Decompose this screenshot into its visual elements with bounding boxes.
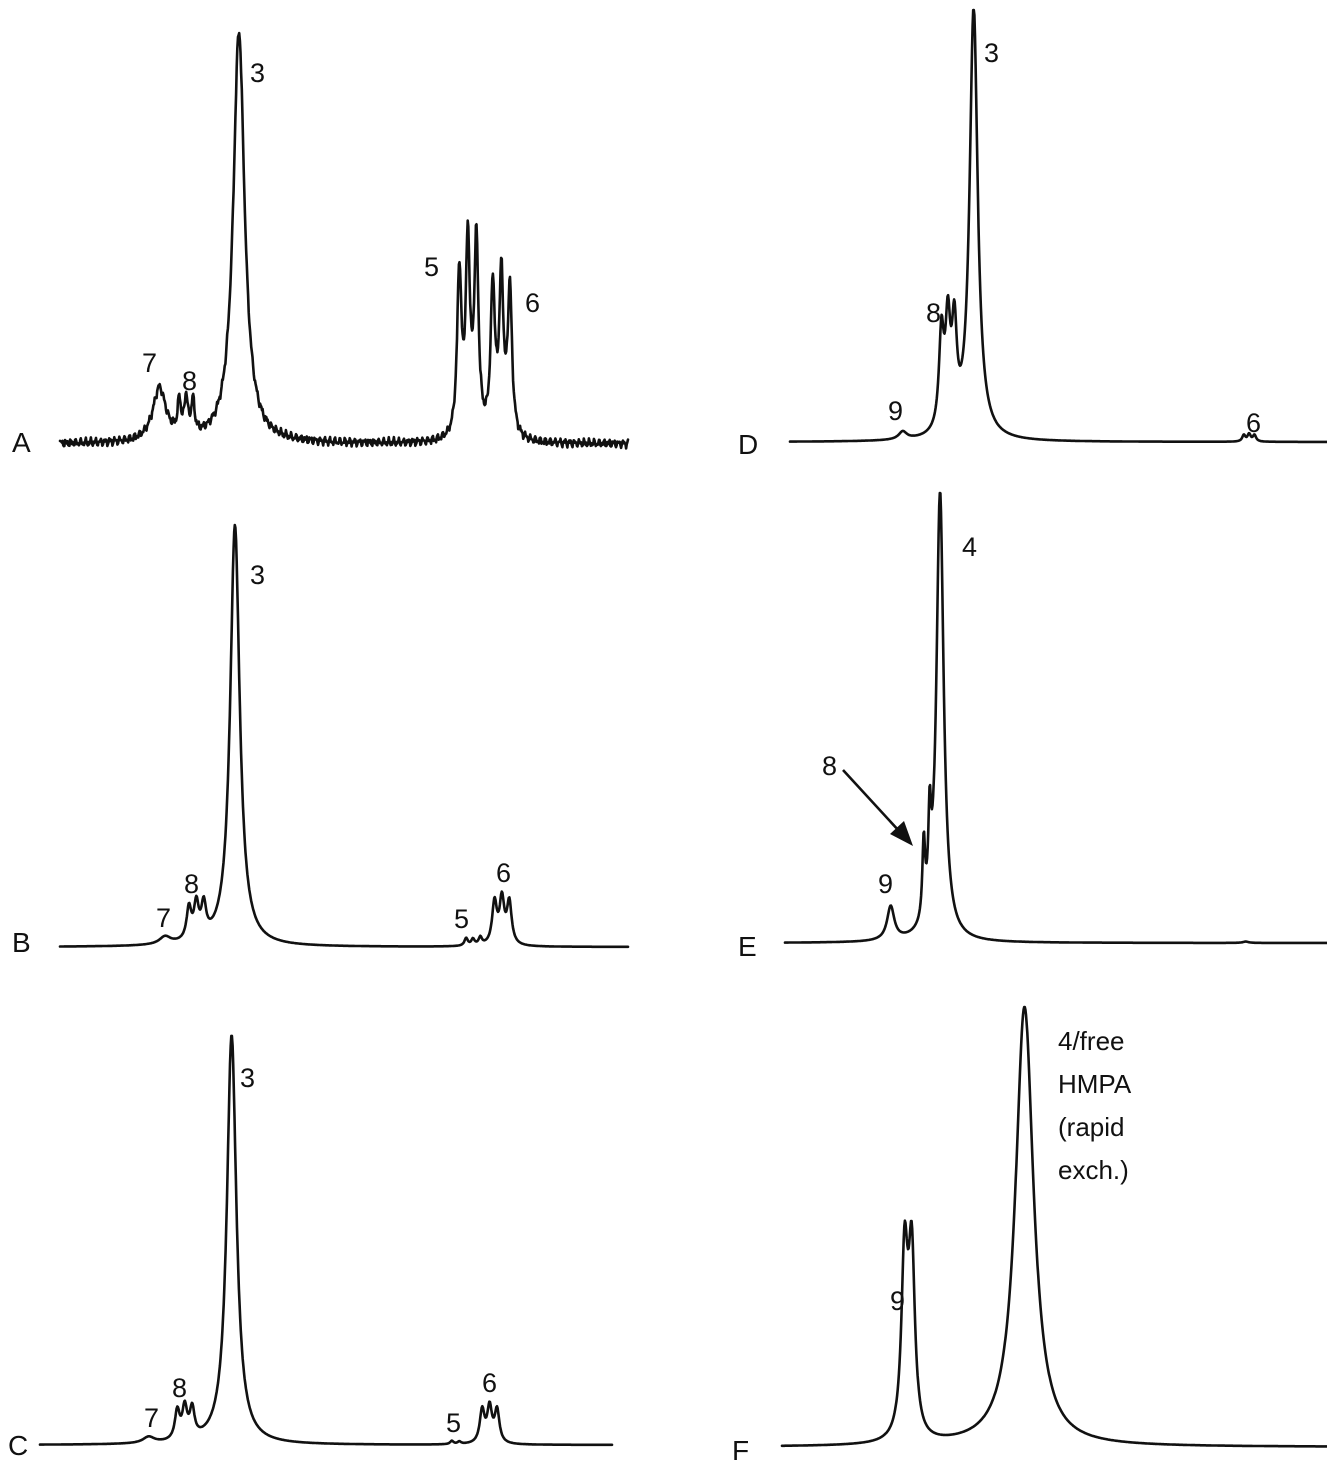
panel-label-d: D xyxy=(738,429,758,460)
arrow-line-e-8 xyxy=(842,769,901,833)
peak-label-b-5: 5 xyxy=(454,904,469,934)
peak-label-e-9: 9 xyxy=(878,869,893,899)
peak-label-b-8: 8 xyxy=(184,869,199,899)
peak-label-c-8: 8 xyxy=(172,1373,187,1403)
panel-label-c: C xyxy=(8,1430,28,1461)
annotation-f-line-2: HMPA xyxy=(1058,1069,1132,1099)
spectrum-trace-d xyxy=(788,8,1327,444)
peak-label-b-6: 6 xyxy=(496,858,511,888)
peak-label-c-7: 7 xyxy=(144,1403,159,1433)
peak-label-b-7: 7 xyxy=(156,903,171,933)
peak-label-b-3: 3 xyxy=(250,560,265,590)
spectrum-trace-f xyxy=(780,1005,1327,1448)
peak-label-e-4: 4 xyxy=(962,532,977,562)
peak-label-a-5: 5 xyxy=(424,252,439,282)
peak-label-d-9: 9 xyxy=(888,396,903,426)
peak-label-e-8: 8 xyxy=(822,751,837,781)
annotation-f-line-4: exch.) xyxy=(1058,1155,1129,1185)
annotation-f-line-1: 4/free xyxy=(1058,1026,1125,1056)
spectrum-trace-b xyxy=(58,523,630,949)
peak-label-d-6: 6 xyxy=(1246,408,1261,438)
peak-label-d-8: 8 xyxy=(926,298,941,328)
panel-label-a: A xyxy=(12,427,31,458)
peak-label-d-3: 3 xyxy=(984,38,999,68)
peak-label-a-7: 7 xyxy=(142,348,157,378)
peak-label-a-3: 3 xyxy=(250,58,265,88)
peak-label-a-8: 8 xyxy=(182,366,197,396)
peak-label-a-6: 6 xyxy=(525,288,540,318)
peak-label-c-5: 5 xyxy=(446,1408,461,1438)
spectrum-trace-a xyxy=(58,31,630,450)
panel-label-b: B xyxy=(12,927,31,958)
spectrum-trace-c xyxy=(38,1034,614,1447)
peak-label-f-9: 9 xyxy=(890,1286,905,1316)
panel-label-f: F xyxy=(732,1435,749,1463)
panel-label-e: E xyxy=(738,931,757,962)
arrow-head-e-8 xyxy=(890,821,913,846)
peak-label-c-6: 6 xyxy=(482,1368,497,1398)
peak-label-c-3: 3 xyxy=(240,1063,255,1093)
annotation-f-line-3: (rapid xyxy=(1058,1112,1124,1142)
spectrum-trace-e xyxy=(783,491,1327,945)
